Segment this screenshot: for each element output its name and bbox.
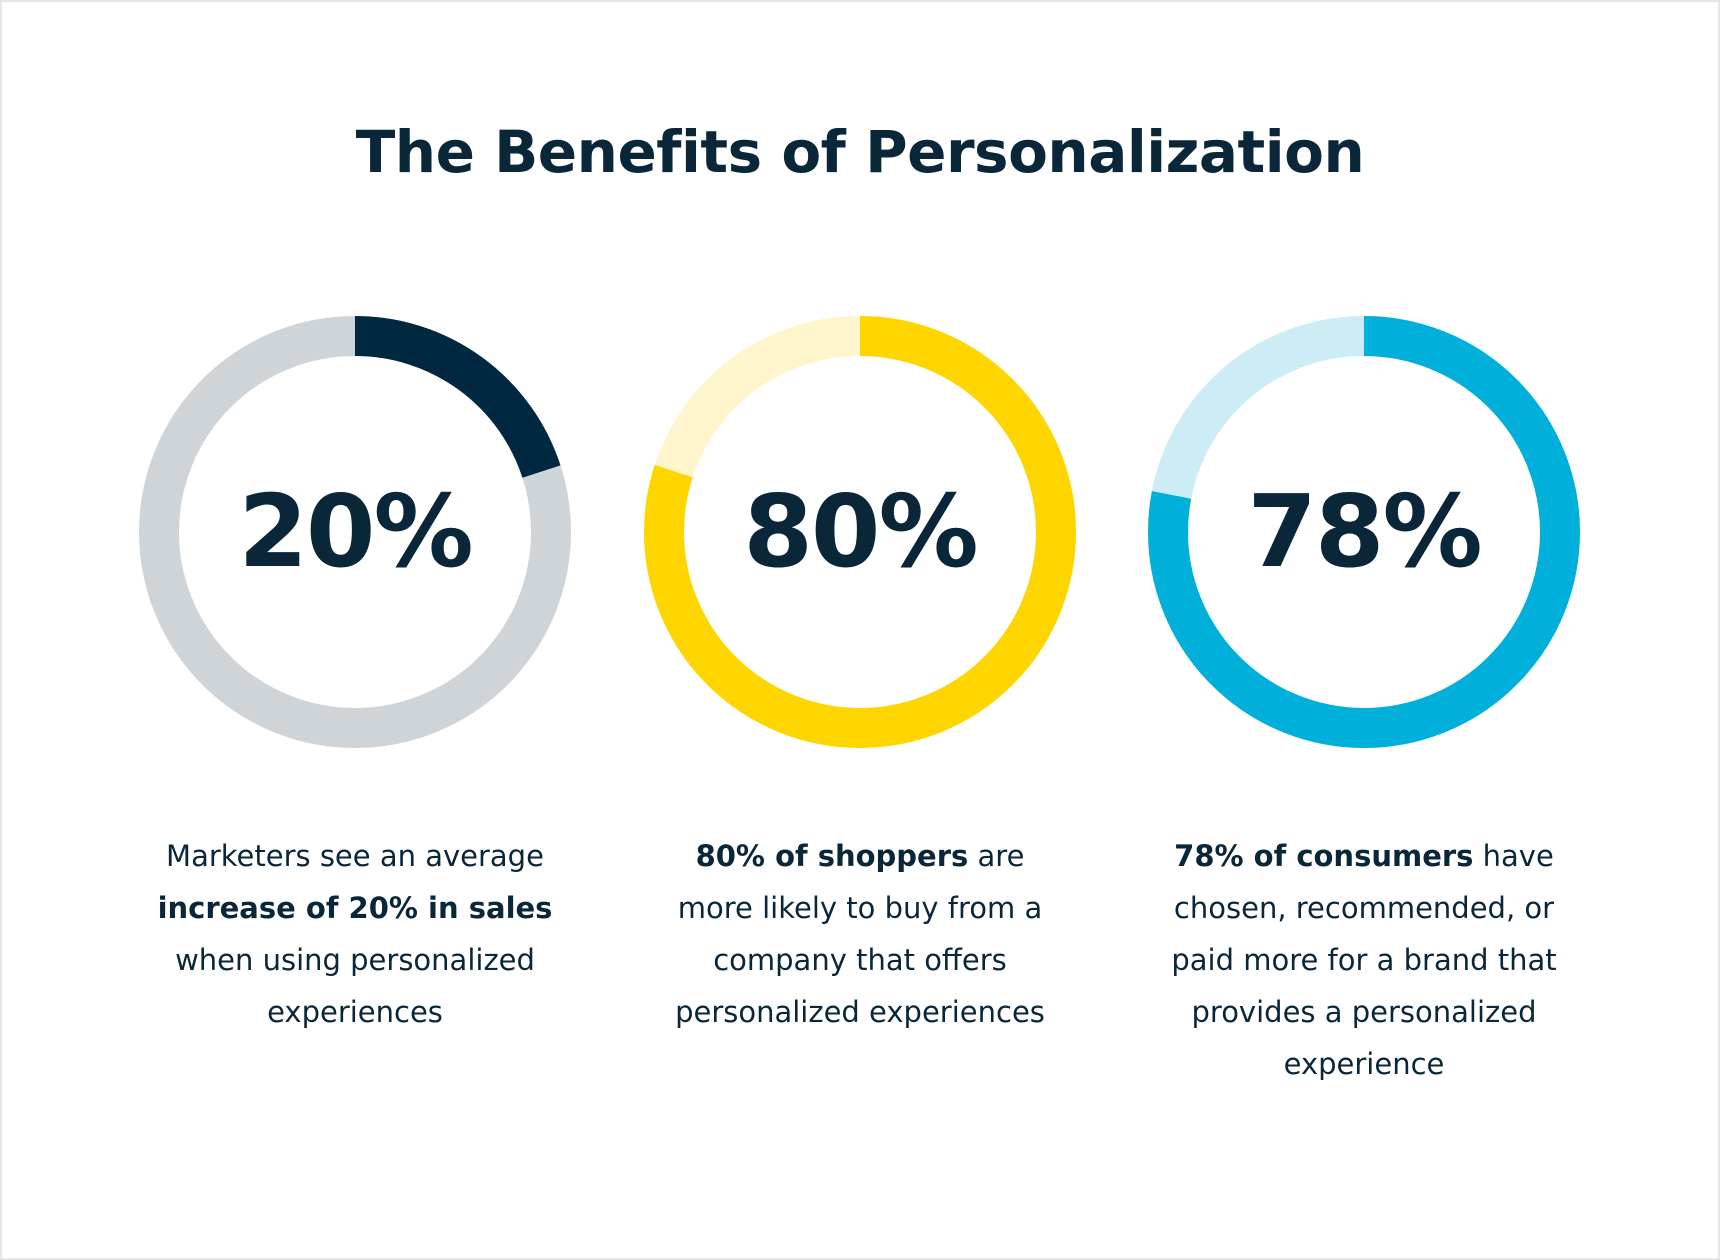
caption-text: are more likely to buy from a company th… [675,839,1045,1029]
caption-text: Marketers see an average [166,839,544,873]
donut-caption: 78% of consumers have chosen, recommende… [1154,830,1574,1090]
donut-chart: 78% [1144,312,1584,752]
donut-svg [644,316,1076,748]
caption-highlight: 78% of consumers [1174,839,1474,873]
donut-value-arc [139,316,571,748]
donut-value-arc [644,316,1076,748]
donut-svg [139,316,571,748]
donut-caption: 80% of shoppers are more likely to buy f… [660,830,1060,1038]
donut-chart: 80% [640,312,1080,752]
donut-value-arc [1148,316,1580,748]
donut-percent-label: 80% [743,473,978,590]
caption-text: when using personalized experiences [175,943,535,1029]
donut-caption: Marketers see an average increase of 20%… [145,830,565,1038]
donut-percent-label: 20% [238,473,473,590]
caption-text: have chosen, recommended, or paid more f… [1171,839,1557,1081]
page-title: The Benefits of Personalization [355,118,1365,186]
caption-highlight: increase of 20% in sales [157,891,553,925]
donut-svg [1148,316,1580,748]
donut-percent-label: 78% [1247,473,1482,590]
donut-chart: 20% [135,312,575,752]
caption-highlight: 80% of shoppers [695,839,969,873]
